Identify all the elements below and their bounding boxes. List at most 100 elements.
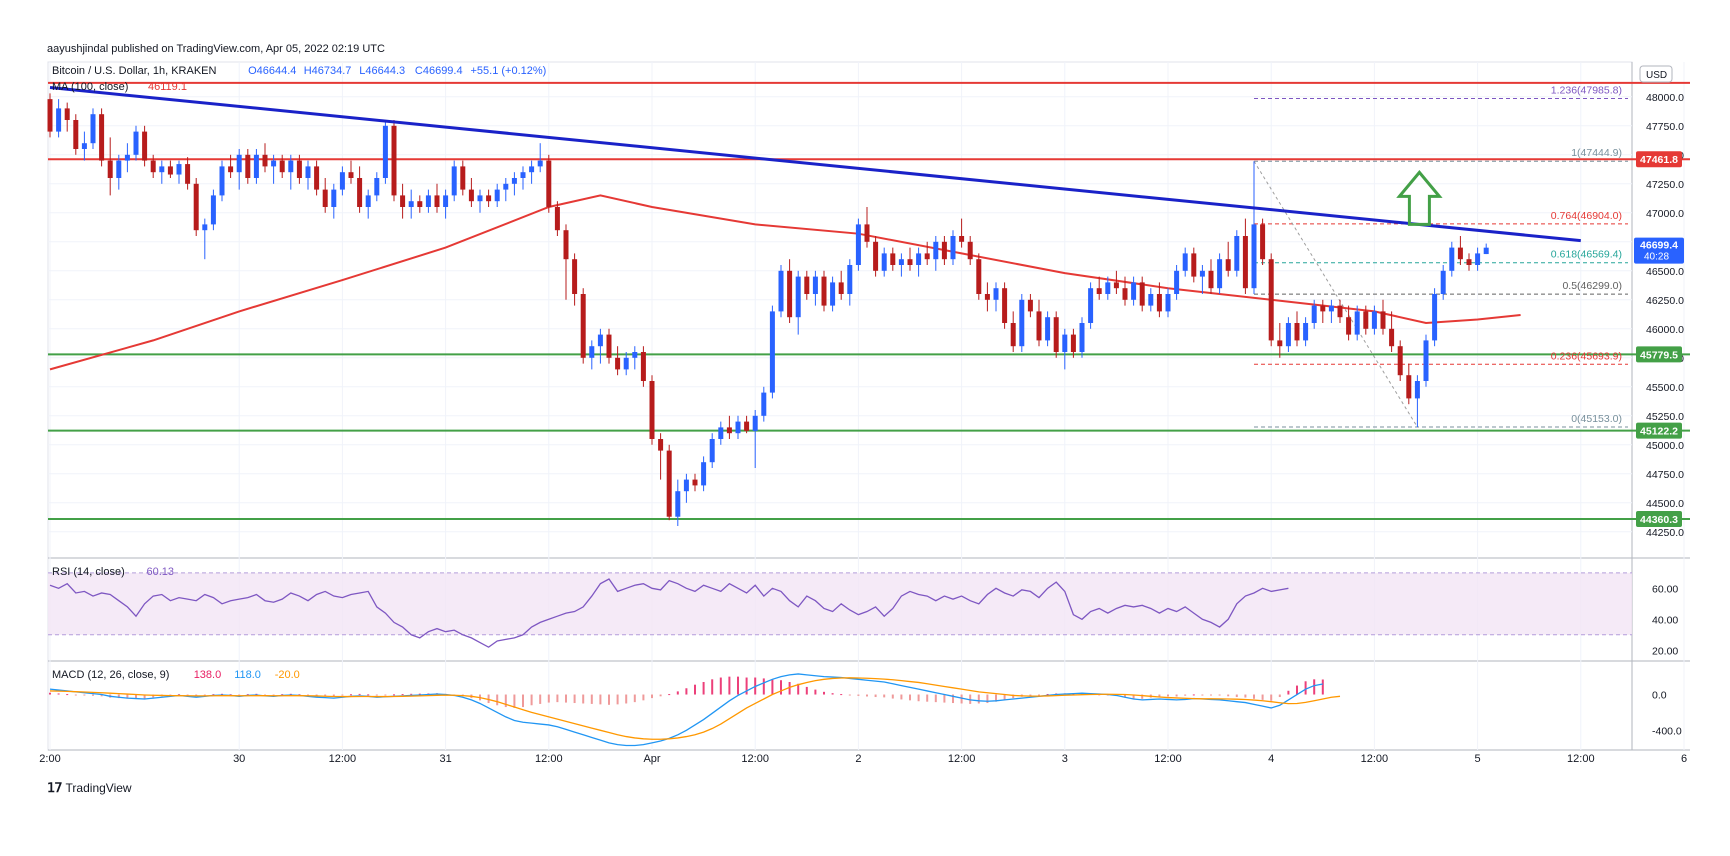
- candle-body: [219, 166, 225, 196]
- footer: 𝟣𝟩 TradingView: [47, 780, 132, 796]
- candle-body: [417, 201, 423, 207]
- x-tick-label: 5: [1475, 753, 1481, 765]
- candle-body: [150, 160, 156, 173]
- candle-body: [503, 183, 509, 190]
- candle-body: [1199, 270, 1205, 277]
- candle-body: [339, 172, 345, 190]
- macd-histogram-bar: [1296, 685, 1298, 695]
- ohlc-o: O46644.4: [248, 65, 296, 77]
- candle-body: [976, 259, 982, 294]
- macd-histogram-bar: [496, 694, 499, 706]
- tradingview-logo-icon[interactable]: 𝟣𝟩: [47, 780, 63, 795]
- candle-body: [1208, 270, 1214, 289]
- macd-histogram-bar: [969, 694, 972, 704]
- candle-body: [245, 154, 251, 178]
- candle-body: [649, 381, 655, 439]
- candle-body: [658, 439, 664, 451]
- candle-body: [993, 288, 999, 300]
- candle-body: [941, 241, 947, 260]
- candle-body: [408, 201, 414, 207]
- candle-body: [107, 160, 113, 178]
- macd-histogram-bar: [178, 694, 180, 696]
- macd-histogram-bar: [857, 694, 860, 696]
- macd-histogram-bar: [401, 694, 404, 696]
- x-tick-label: 12:00: [1361, 753, 1389, 765]
- candle-body: [1053, 317, 1059, 352]
- candle-body: [1088, 288, 1094, 323]
- candle-body: [1328, 305, 1334, 312]
- candle-body: [1105, 282, 1111, 294]
- macd-histogram-bar: [590, 694, 593, 704]
- x-tick-label: Apr: [643, 753, 660, 765]
- candle-body: [1045, 317, 1051, 341]
- candle-body: [632, 352, 638, 358]
- macd-histogram-bar: [737, 676, 739, 695]
- footer-brand[interactable]: TradingView: [65, 781, 132, 795]
- candle-body: [1389, 328, 1395, 347]
- candle-body: [606, 334, 612, 358]
- candle-body: [1019, 299, 1025, 347]
- x-tick-label: 31: [439, 753, 451, 765]
- candle-body: [391, 125, 397, 196]
- macd-histogram-bar: [1012, 694, 1015, 699]
- candle-body: [1475, 253, 1481, 265]
- y-tick-label: 47750.0: [1646, 121, 1684, 133]
- macd-histogram-bar: [341, 694, 344, 696]
- candle-body: [1174, 270, 1180, 294]
- x-tick-label: 12:00: [1567, 753, 1595, 765]
- macd-histogram-bar: [246, 694, 249, 696]
- x-tick-label: 12:00: [948, 753, 976, 765]
- candle-body: [56, 108, 62, 132]
- macd-histogram-bar: [599, 694, 602, 705]
- candle-body: [1406, 375, 1412, 399]
- candle-body: [744, 421, 750, 431]
- macd-histogram-bar: [848, 694, 851, 696]
- candle-body: [1079, 323, 1085, 352]
- macd-histogram-bar: [1270, 694, 1273, 701]
- candle-body: [1070, 334, 1076, 352]
- macd-histogram-bar: [384, 694, 387, 696]
- macd-histogram-bar: [238, 694, 241, 696]
- candle-body: [116, 160, 122, 178]
- candle-body: [821, 276, 827, 306]
- rsi-y-tick-label: 40.00: [1652, 614, 1678, 626]
- candle-body: [382, 125, 388, 178]
- candle-body: [511, 178, 517, 184]
- level-price-badge: [1636, 422, 1682, 439]
- macd-y-tick-label: -400.0: [1652, 725, 1682, 737]
- macd-histogram-bar: [1184, 694, 1187, 696]
- macd-histogram-bar: [530, 694, 533, 706]
- macd-histogram-bar: [1304, 681, 1307, 695]
- candle-body: [752, 415, 758, 431]
- candle-body: [1182, 253, 1188, 271]
- macd-histogram-bar: [995, 694, 997, 702]
- x-tick-label: 30: [233, 753, 245, 765]
- candle-body: [1002, 288, 1008, 323]
- macd-histogram-bar: [1132, 694, 1135, 699]
- macd-histogram-bar: [143, 694, 146, 699]
- candle-body: [1268, 259, 1274, 341]
- y-tick-label: 45000.0: [1646, 440, 1684, 452]
- candle-body: [709, 439, 715, 463]
- macd-histogram-bar: [350, 694, 352, 696]
- macd-histogram-bar: [307, 694, 309, 696]
- macd-histogram-bar: [685, 688, 688, 695]
- candle-body: [1303, 323, 1309, 341]
- y-tick-label: 47250.0: [1646, 179, 1684, 191]
- ma-100-line: [49, 194, 1521, 371]
- macd-histogram-bar: [1235, 694, 1238, 698]
- macd-histogram-bar: [934, 694, 937, 703]
- macd-histogram-bar: [926, 694, 929, 702]
- ma-legend-value: 46119.1: [148, 81, 187, 93]
- candle-body: [1156, 294, 1162, 312]
- macd-histogram-bar: [1218, 694, 1221, 696]
- candle-body: [73, 120, 79, 149]
- candle-body: [1483, 247, 1489, 255]
- rsi-legend-value: 60.13: [147, 566, 175, 578]
- rsi-y-tick-label: 20.00: [1652, 645, 1678, 657]
- x-tick-label: 2: [855, 753, 861, 765]
- candle-body: [881, 253, 887, 271]
- candle-body: [176, 164, 182, 175]
- y-tick-label: 44500.0: [1646, 498, 1684, 510]
